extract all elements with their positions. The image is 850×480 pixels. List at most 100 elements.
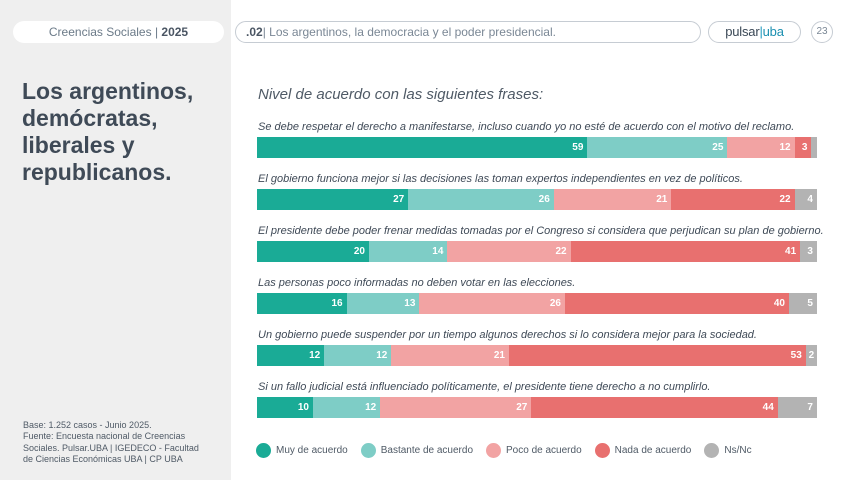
data-label: 20 [353,246,365,257]
chart-title: Nivel de acuerdo con las siguientes fras… [258,86,544,103]
data-label: 7 [807,402,813,413]
page-title-line: demócratas, [22,105,158,131]
legend-item: Poco de acuerdo [486,443,582,458]
data-label: 27 [516,402,528,413]
bar-segment: 12 [324,345,392,366]
stacked-bar: 10 12 27 44 7 [257,397,817,418]
bar-segment: 12 [257,345,325,366]
data-label: 27 [393,194,405,205]
bar-segment: 21 [553,189,672,210]
section-title-pill: .02| Los argentinos, la democracia y el … [235,21,701,43]
logo-text-pulsar: pulsar [725,24,760,39]
bar-segment: 59 [257,137,588,158]
data-label: 14 [432,246,444,257]
pulsar-uba-logo: pulsar|uba [708,21,801,43]
data-label: 44 [762,402,774,413]
bar-segment: 25 [587,137,728,158]
legend-swatch [360,443,376,458]
page-title-line: liberales y [22,132,135,158]
bar-segment: 13 [346,293,420,314]
data-label: 3 [801,142,808,153]
page-number: 23 [811,21,833,43]
bar-segment: 14 [369,241,448,262]
page-title: Los argentinos, demócratas, liberales y … [22,78,222,186]
data-label: 26 [538,194,550,205]
question-label: Se debe respetar el derecho a manifestar… [258,121,795,133]
stacked-bar: 20 14 22 41 3 [257,241,817,262]
data-label: 12 [376,350,388,361]
data-label: 25 [712,142,724,153]
bar-segment [811,137,817,158]
legend-item: Nada de acuerdo [594,443,692,458]
source-line: de Ciencias Económicas UBA | CP UBA [23,453,183,464]
data-label: 10 [297,402,309,413]
legend-item: Ns/Nc [704,443,752,458]
data-label: 59 [572,142,584,153]
bar-segment: 53 [508,345,806,366]
legend-label: Bastante de acuerdo [380,445,474,456]
source-note: Base: 1.252 casos - Junio 2025. Fuente: … [23,420,223,465]
source-line: Base: 1.252 casos - Junio 2025. [23,420,152,430]
legend-swatch [486,443,502,458]
question-label: Las personas poco informadas no deben vo… [258,277,576,289]
legend-label: Ns/Nc [724,445,752,456]
legend-swatch [256,443,271,458]
bar-segment: 5 [788,293,817,314]
section-number: .02 [246,25,263,39]
source-line: Fuente: Encuesta nacional de Creencias [23,431,186,442]
stacked-bar: 59 25 12 3 [257,137,817,158]
logo-text-uba: uba [762,24,784,39]
data-label: 12 [365,402,377,413]
data-label: 2 [808,350,815,361]
page-title-line: Los argentinos, [22,78,194,104]
bar-segment: 27 [257,189,409,210]
report-name: Creencias Sociales | [48,25,162,39]
bar-segment: 2 [805,345,817,366]
data-label: 26 [549,298,561,309]
question-label: Si un fallo judicial está influenciado p… [258,381,711,393]
report-year: 2025 [161,25,189,39]
bar-segment: 21 [391,345,509,366]
bar-segment: 16 [257,293,347,314]
data-label: 5 [807,298,813,309]
data-label: 22 [555,246,567,257]
bar-segment: 20 [257,241,369,262]
stacked-bar: 16 13 26 40 5 [257,293,817,314]
legend-item: Bastante de acuerdo [360,443,474,458]
data-label: 3 [807,246,813,257]
bar-segment: 26 [408,189,554,210]
page-title-line: republicanos. [22,159,172,185]
data-label: 41 [785,246,797,257]
data-label: 40 [773,298,785,309]
legend-swatch [704,443,720,458]
legend-swatch [594,443,610,458]
data-label: 12 [779,142,791,153]
bar-segment: 7 [777,397,817,418]
legend-label: Muy de acuerdo [276,445,348,456]
bar-segment: 41 [570,241,801,262]
data-label: 21 [656,194,668,205]
legend-item: Muy de acuerdo [256,443,348,458]
question-label: El gobierno funciona mejor si las decisi… [258,173,743,185]
stacked-bar: 12 12 21 53 2 [257,345,817,366]
source-line: Sociales. Pulsar.UBA | IGEDECO - Faculta… [23,442,199,453]
legend-label: Nada de acuerdo [614,445,692,456]
data-label: 12 [309,350,321,361]
question-label: Un gobierno puede suspender por un tiemp… [258,329,757,341]
data-label: 16 [331,298,343,309]
logo-divider: | [759,24,763,39]
bar-segment: 3 [794,137,812,158]
bar-segment: 26 [419,293,565,314]
sidebar-panel [0,0,231,480]
bar-segment: 3 [800,241,817,262]
chart-legend: Muy de acuerdo Bastante de acuerdo Poco de… [256,443,765,458]
bar-segment: 40 [564,293,789,314]
data-label: 22 [779,194,791,205]
data-label: 53 [790,350,802,361]
bar-segment: 4 [794,189,817,210]
bar-segment: 27 [380,397,532,418]
stacked-bar: 27 26 21 22 4 [257,189,817,210]
data-label: 4 [807,194,813,205]
section-title: | Los argentinos, la democracia y el pod… [262,25,556,39]
data-label: 21 [493,350,505,361]
